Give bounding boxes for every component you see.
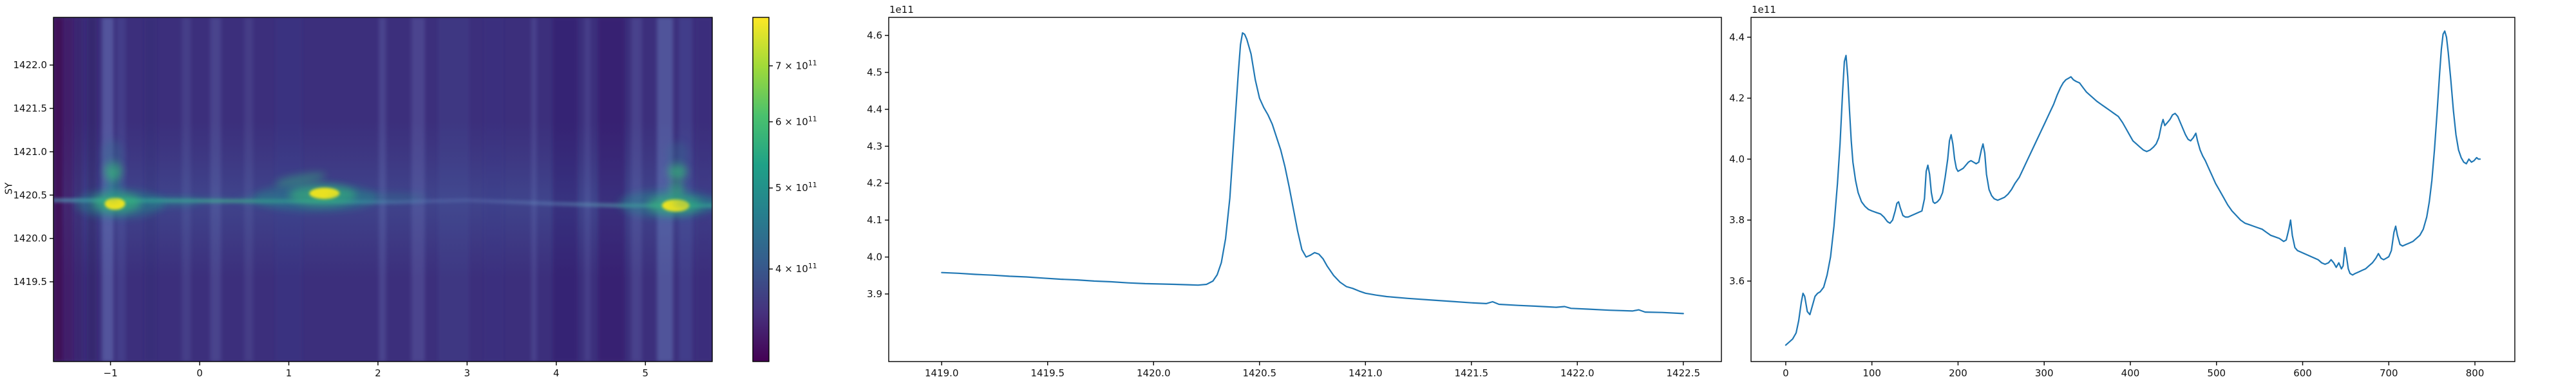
timeseries-plot-x-tick-label: 400 [2121, 367, 2140, 379]
colorbar-tick-label: 5 × 1011 [775, 181, 817, 194]
timeseries-plot-y-tick-label: 4.0 [1729, 153, 1745, 165]
heatmap-y-tick-label: 1421.0 [14, 146, 48, 158]
spectrum-plot-x-tick-label: 1422.0 [1560, 367, 1595, 379]
spectrum-plot-line [941, 32, 1684, 315]
spectrum-offset-label: 1e11 [889, 4, 914, 15]
colorbar-tick-label: 7 × 1011 [775, 59, 817, 71]
heatmap-x-tick-label: 2 [375, 367, 381, 379]
heatmap-x-tick-label: 4 [553, 367, 560, 379]
timeseries-plot-x-tick-label: 200 [1949, 367, 1967, 379]
spectrum-plot-y-tick-label: 4.2 [867, 178, 882, 189]
timeseries-plot-x-tick-label: 0 [1783, 367, 1789, 379]
timeseries-plot-y-tick-label: 4.2 [1729, 93, 1745, 104]
heatmap-y-tick-label: 1421.5 [14, 102, 48, 114]
spectrum-plot-y-tick-label: 4.1 [867, 214, 882, 226]
spectrum-plot-x-tick-label: 1421.5 [1455, 367, 1489, 379]
heatmap-y-tick-label: 1420.5 [14, 189, 48, 201]
spectrum-plot-x-tick-label: 1419.0 [925, 367, 959, 379]
timeseries-plot-x-tick-label: 500 [2207, 367, 2226, 379]
spectrum-plot-x-tick-label: 1421.0 [1349, 367, 1383, 379]
timeseries-plot-spines [1750, 17, 2515, 362]
spectrum-plot-y-tick-label: 4.5 [867, 67, 882, 78]
heatmap-x-tick-label: 3 [464, 367, 471, 379]
heatmap-x-tick-label: 0 [196, 367, 203, 379]
spectrum-plot-y-tick-label: 4.3 [867, 140, 882, 152]
heatmap-x-tick-label: −1 [104, 367, 118, 379]
heatmap-y-tick-label: 1420.0 [14, 233, 48, 244]
heatmap-axes: −1 0 1 2 3 4 5 1422.0 1421.5 1421.0 1420.5 1420.0 14… [14, 17, 713, 379]
timeseries-plot-x-tick-label: 300 [2035, 367, 2054, 379]
heatmap-ylabel: SY [3, 182, 15, 195]
spectrum-plot-y-tick-label: 4.0 [867, 252, 882, 263]
timeseries-plot-x-tick-label: 100 [1862, 367, 1881, 379]
timeseries-plot-y-tick-label: 3.8 [1729, 214, 1745, 226]
colorbar-tick-label: 4 × 1011 [775, 262, 817, 275]
colorbar-tick-label: 6 × 1011 [775, 115, 817, 127]
timeseries-plot-line [1785, 30, 2481, 346]
spectrum-plot-x-tick-label: 1419.5 [1031, 367, 1065, 379]
timeseries-plot-x-tick-label: 800 [2466, 367, 2485, 379]
heatmap-y-tick-label: 1419.5 [14, 276, 48, 288]
heatmap-x-tick-label: 1 [286, 367, 292, 379]
spectrum-plot-x-tick-label: 1420.5 [1243, 367, 1277, 379]
colorbar: 7 × 1011 6 × 1011 5 × 1011 4 × 1011 [752, 17, 817, 362]
timeseries-plot-x-tick-label: 600 [2293, 367, 2312, 379]
heatmap-x-tick-label: 5 [642, 367, 649, 379]
timeseries-plot-y-tick-label: 4.4 [1729, 32, 1745, 43]
spectrum-plot-spines [888, 17, 1722, 362]
heatmap-spines [53, 17, 713, 362]
spectrum-plot-y-tick-label: 4.4 [867, 104, 882, 115]
colorbar-gradient [752, 17, 770, 362]
timeseries-plot-y-tick-label: 3.6 [1729, 275, 1745, 287]
heatmap-y-tick-label: 1422.0 [14, 59, 48, 71]
timeseries-offset-label: 1e11 [1752, 4, 1776, 15]
spectrum-plot-x-tick-label: 1420.0 [1137, 367, 1171, 379]
spectrum-plot-y-tick-label: 4.6 [867, 30, 882, 41]
spectrum-plot-x-tick-label: 1422.5 [1667, 367, 1701, 379]
timeseries-plot-axes: 0 100 200 300 400 500 600 700 800 3.6 3.8 4.0 4.2 4.4 [1729, 17, 2515, 379]
heatmap-image [53, 17, 712, 362]
spectrum-plot-y-tick-label: 3.9 [867, 288, 882, 300]
spectrum-plot-axes: 1419.0 1419.5 1420.0 1420.5 1421.0 1421.5 1422… [867, 17, 1722, 379]
timeseries-plot-x-tick-label: 700 [2380, 367, 2398, 379]
